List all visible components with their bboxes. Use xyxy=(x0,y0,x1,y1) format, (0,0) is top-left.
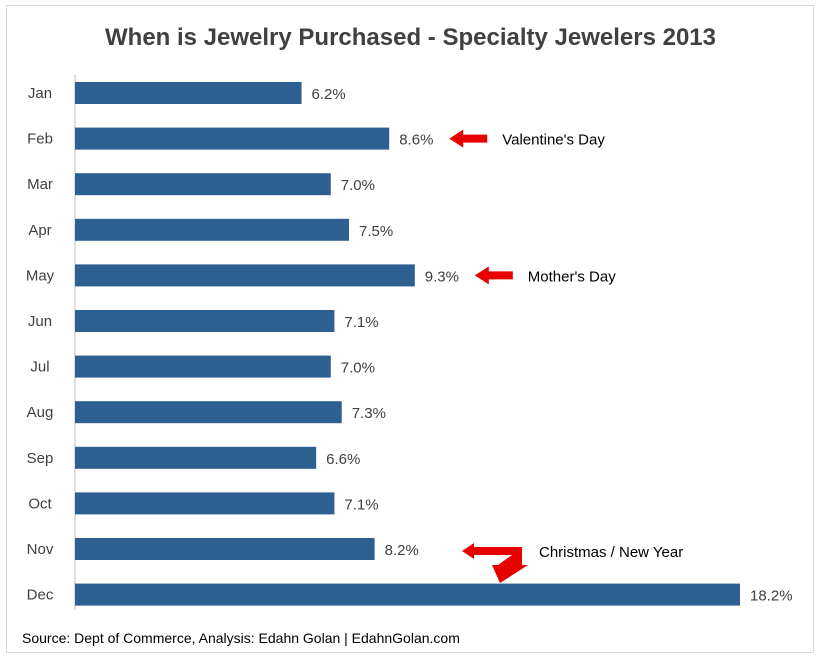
data-label-jul: 7.0% xyxy=(341,360,375,377)
tick-label-jul: Jul xyxy=(30,359,49,376)
data-label-oct: 7.1% xyxy=(344,496,378,513)
annotation-arrow-feb xyxy=(449,129,488,148)
bar-apr xyxy=(75,218,350,241)
tick-label-jun: Jun xyxy=(28,313,52,330)
bar-jan xyxy=(75,82,302,104)
tick-label-may: May xyxy=(26,267,55,284)
chart-title: When is Jewelry Purchased - Specialty Je… xyxy=(105,24,716,51)
data-label-may: 9.3% xyxy=(425,268,459,285)
bar-feb xyxy=(75,127,390,150)
data-label-nov: 8.2% xyxy=(385,542,419,559)
tick-label-mar: Mar xyxy=(27,176,53,193)
tick-label-aug: Aug xyxy=(27,404,54,421)
data-label-dec: 18.2% xyxy=(750,588,793,605)
tick-label-sep: Sep xyxy=(27,450,54,467)
bar-sep xyxy=(75,446,317,469)
annotation-label-may: Mother's Day xyxy=(528,268,616,285)
annotation-arrow-nov xyxy=(462,543,528,583)
data-label-apr: 7.5% xyxy=(359,223,393,240)
data-label-feb: 8.6% xyxy=(399,132,433,149)
tick-label-nov: Nov xyxy=(27,541,54,558)
tick-label-apr: Apr xyxy=(28,222,51,239)
tick-label-jan: Jan xyxy=(28,85,52,102)
bar-jun xyxy=(75,310,335,332)
bar-dec xyxy=(75,583,740,606)
data-label-sep: 6.6% xyxy=(326,451,360,468)
data-label-mar: 7.0% xyxy=(341,177,375,194)
bar-oct xyxy=(75,492,335,515)
bar-jul xyxy=(75,355,331,378)
data-label-jun: 7.1% xyxy=(344,314,378,331)
bar-may xyxy=(75,264,415,287)
data-label-aug: 7.3% xyxy=(352,405,386,422)
annotation-label-feb: Valentine's Day xyxy=(502,132,605,149)
annotation-arrow-may xyxy=(474,266,513,285)
data-label-jan: 6.2% xyxy=(312,86,346,103)
bar-nov xyxy=(75,538,375,560)
annotation-label-nov: Christmas / New Year xyxy=(539,544,683,561)
source-note: Source: Dept of Commerce, Analysis: Edah… xyxy=(22,630,460,646)
bar-mar xyxy=(75,173,331,196)
tick-label-feb: Feb xyxy=(27,131,53,148)
bar-aug xyxy=(75,401,342,424)
tick-label-oct: Oct xyxy=(28,495,52,512)
tick-label-dec: Dec xyxy=(27,587,54,604)
